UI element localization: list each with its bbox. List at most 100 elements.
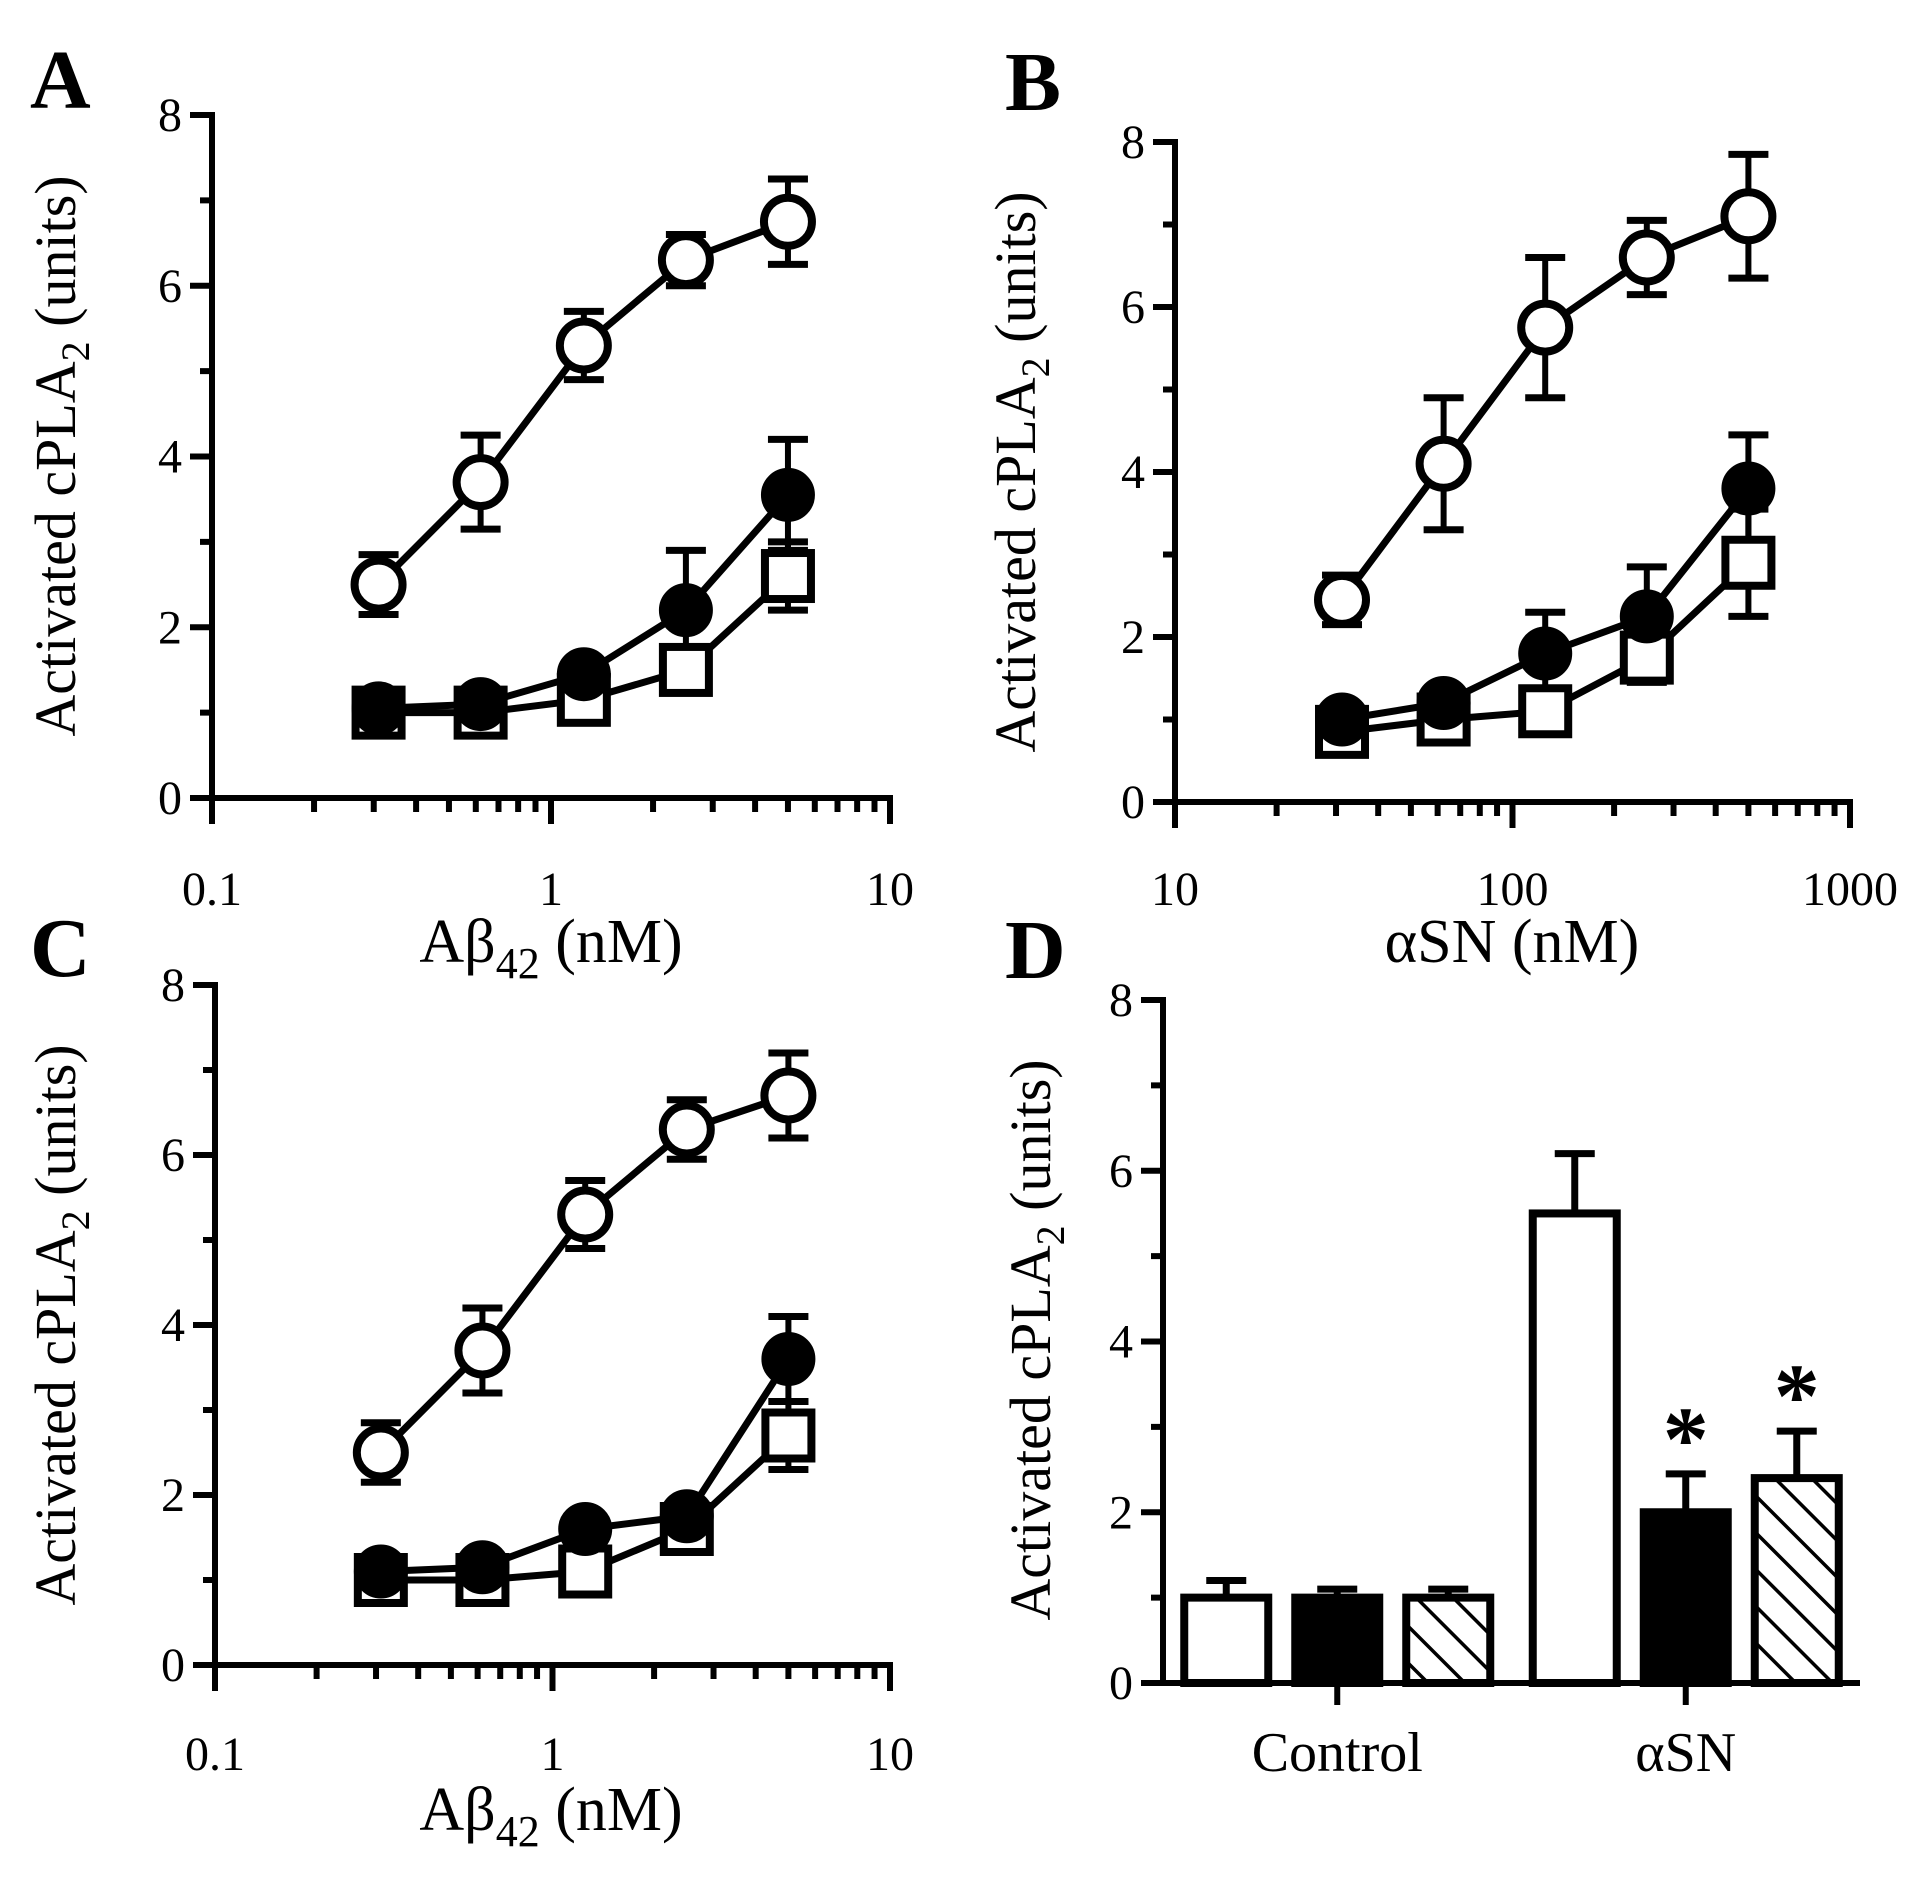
- x-tick-label: 1: [539, 863, 563, 916]
- y-axis-label-main: Activated cPLA: [983, 377, 1048, 752]
- marker-filled-circle: [1518, 626, 1573, 681]
- marker-open-circle: [760, 1067, 817, 1124]
- marker-open-square: [761, 1408, 816, 1463]
- bar-hatched: [1750, 1474, 1843, 1687]
- panel-label: A: [30, 34, 91, 127]
- x-axis-label: Aβ42 (nM): [419, 1776, 682, 1856]
- marker-open-square: [658, 642, 713, 697]
- bar-solid: [1639, 1508, 1732, 1687]
- y-tick-label: 6: [158, 260, 182, 313]
- y-tick-label: 6: [1121, 281, 1145, 334]
- x-axis-label-main: Aβ: [419, 908, 495, 976]
- y-axis-label: Activated cPLA2 (units): [23, 175, 98, 736]
- y-axis-label-tail: (units): [23, 1044, 88, 1210]
- marker-open-square: [1518, 684, 1573, 739]
- x-axis-label-sub: 42: [496, 1807, 540, 1856]
- y-axis-label: Activated cPLA2 (units): [983, 191, 1058, 752]
- marker-open-circle: [759, 193, 816, 250]
- significance-star: *: [1774, 1345, 1820, 1447]
- significance-star: *: [1663, 1388, 1709, 1490]
- x-axis-label: Aβ42 (nM): [419, 908, 682, 988]
- x-tick-label: 10: [866, 863, 914, 916]
- y-tick-label: 6: [1109, 1145, 1133, 1198]
- marker-filled-circle: [351, 681, 406, 736]
- x-tick-label: 10: [866, 1728, 914, 1781]
- y-tick-label: 2: [1109, 1486, 1133, 1539]
- y-axis-label-main: Activated cPLA: [998, 1245, 1063, 1620]
- x-axis-label-tail: (nM): [540, 908, 683, 976]
- marker-filled-circle: [1315, 692, 1370, 747]
- y-tick-label: 0: [158, 772, 182, 825]
- panel-label: D: [1005, 904, 1066, 997]
- bar-hatched: [1402, 1593, 1495, 1687]
- x-axis-label-sub: 42: [496, 939, 540, 988]
- y-tick-label: 8: [1109, 974, 1133, 1027]
- x-category-label: Control: [1252, 1722, 1423, 1784]
- x-tick-label: 10: [1151, 863, 1199, 916]
- y-tick-label: 8: [161, 959, 185, 1012]
- marker-open-circle: [1517, 299, 1574, 356]
- y-axis-label-tail: (units): [998, 1059, 1063, 1225]
- marker-filled-circle: [761, 1332, 816, 1386]
- marker-filled-circle: [453, 677, 508, 732]
- marker-open-circle: [1415, 435, 1472, 492]
- marker-filled-circle: [1416, 676, 1471, 730]
- x-axis-label: αSN (nM): [1385, 908, 1640, 976]
- panel-label: C: [30, 902, 91, 995]
- y-axis-label-main: Activated cPLA: [23, 1230, 88, 1605]
- marker-filled-circle: [1721, 461, 1776, 516]
- marker-filled-circle: [558, 1502, 613, 1556]
- x-axis-label-main: αSN (nM): [1385, 908, 1640, 976]
- panel-label: B: [1005, 36, 1061, 129]
- marker-open-circle: [350, 556, 407, 613]
- series-line: [378, 1092, 790, 1455]
- bar-solid: [1291, 1593, 1384, 1687]
- y-tick-label: 2: [161, 1469, 185, 1522]
- x-tick-label: 100: [1477, 863, 1549, 916]
- x-tick-label: 0.1: [185, 1728, 245, 1781]
- y-tick-label: 0: [161, 1639, 185, 1692]
- marker-filled-circle: [658, 583, 713, 638]
- marker-filled-circle: [760, 467, 815, 522]
- y-tick-label: 4: [161, 1299, 185, 1352]
- y-tick-label: 2: [1121, 611, 1145, 664]
- marker-filled-circle: [556, 647, 611, 702]
- x-category-label: αSN: [1635, 1722, 1736, 1784]
- y-tick-label: 4: [1109, 1316, 1133, 1369]
- y-axis-label: Activated cPLA2 (units): [23, 1044, 98, 1605]
- y-tick-label: 0: [1121, 776, 1145, 829]
- y-axis-label-sub: 2: [1028, 1225, 1073, 1245]
- y-tick-label: 6: [161, 1129, 185, 1182]
- y-axis-label-tail: (units): [983, 191, 1048, 357]
- y-tick-label: 2: [158, 601, 182, 654]
- x-axis-label-tail: (nM): [540, 1776, 683, 1844]
- marker-filled-circle: [1619, 589, 1674, 644]
- marker-filled-circle: [659, 1489, 714, 1544]
- marker-open-circle: [1618, 229, 1675, 286]
- marker-open-circle: [1314, 571, 1371, 628]
- marker-open-circle: [657, 232, 714, 289]
- marker-open-circle: [452, 454, 509, 511]
- y-tick-label: 0: [1109, 1657, 1133, 1710]
- y-axis-label-main: Activated cPLA: [23, 361, 88, 736]
- y-tick-label: 4: [1121, 446, 1145, 499]
- x-tick-label: 0.1: [182, 863, 242, 916]
- marker-open-square: [558, 1544, 613, 1599]
- y-axis-label: Activated cPLA2 (units): [998, 1059, 1073, 1620]
- marker-open-circle: [1720, 188, 1777, 245]
- marker-filled-circle: [353, 1544, 408, 1599]
- y-axis-label-sub: 2: [1013, 357, 1058, 377]
- x-axis-label-main: Aβ: [419, 1776, 495, 1844]
- marker-open-square: [760, 549, 815, 604]
- marker-open-circle: [557, 1186, 614, 1243]
- marker-open-circle: [352, 1424, 409, 1481]
- bar-open: [1528, 1209, 1621, 1687]
- marker-open-circle: [658, 1101, 715, 1158]
- y-axis-label-sub: 2: [53, 1210, 98, 1230]
- y-axis-label-sub: 2: [53, 341, 98, 361]
